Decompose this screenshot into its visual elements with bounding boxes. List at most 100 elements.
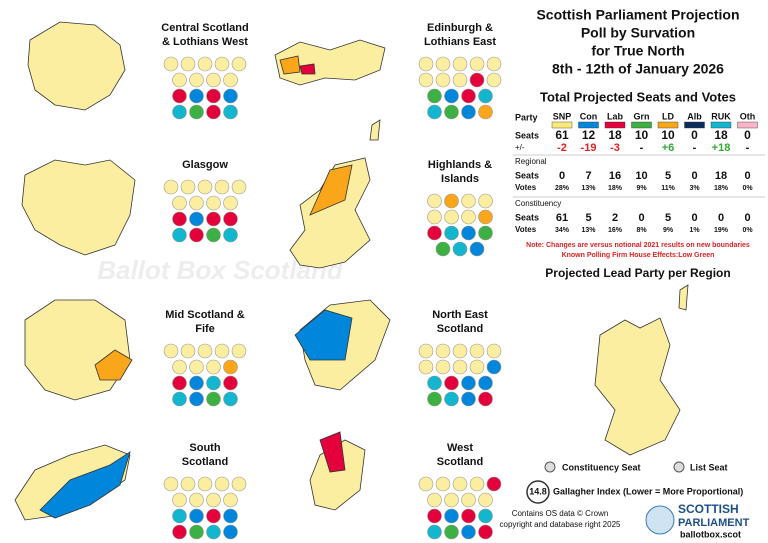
seat-dot [206, 88, 221, 104]
seat-dot [452, 56, 468, 72]
seat-dot [418, 56, 434, 72]
seat-dot [206, 211, 221, 227]
party-swatch [684, 121, 705, 129]
region-name: Scotland [437, 456, 483, 468]
party-swatch [657, 121, 679, 129]
cell: 18 [715, 170, 727, 182]
cell: 12 [582, 128, 596, 142]
row-label: Seats [515, 170, 539, 180]
seat-dot [486, 343, 502, 359]
seat-dot [206, 72, 221, 88]
seat-dot [452, 476, 468, 492]
seat-dot [452, 343, 468, 359]
cell: 9% [636, 185, 647, 192]
seat-dot [172, 524, 187, 540]
seat-dot [461, 492, 476, 508]
seat-dot [478, 104, 493, 120]
seat-dot [478, 209, 493, 225]
cell: 10 [635, 128, 649, 142]
seat-dot [452, 72, 468, 88]
seat-dot [469, 56, 485, 72]
seat-dot [461, 391, 476, 407]
seat-dot [427, 193, 442, 209]
region-name: West [447, 442, 473, 454]
seat-dot [469, 72, 485, 88]
seat-dot [486, 359, 502, 375]
cell: 0 [638, 212, 644, 224]
region-name: Central Scotland [161, 22, 248, 34]
region-name: & Lothians West [162, 36, 248, 48]
cell: 0 [559, 170, 565, 182]
cell: 13% [581, 185, 596, 192]
cell: 8% [636, 227, 647, 234]
seat-dot [223, 492, 238, 508]
cell: 2 [612, 212, 618, 224]
seat-dot [231, 343, 247, 359]
seat-dot [444, 104, 459, 120]
seat-dot [189, 391, 204, 407]
seat-dot [478, 225, 493, 241]
cell: 18% [608, 185, 623, 192]
seat-dot [180, 56, 196, 72]
seat-dot [452, 241, 468, 257]
seat-dot [486, 476, 502, 492]
map-glasgow [21, 159, 136, 256]
cell: 13% [581, 227, 596, 234]
seat-dot [206, 359, 221, 375]
seat-dot [189, 359, 204, 375]
seat-dot [435, 241, 451, 257]
table-title: Total Projected Seats and Votes [540, 89, 736, 104]
seat-dot [427, 492, 442, 508]
seat-dot [223, 227, 238, 243]
seat-dot [478, 193, 493, 209]
party-name: Lab [607, 111, 624, 121]
credit: Contains OS data © Crown [512, 509, 609, 518]
seat-dot [461, 104, 476, 120]
seat-dot [444, 209, 459, 225]
cell: 0 [744, 212, 750, 224]
seat-dot [206, 375, 221, 391]
seat-dot [206, 492, 221, 508]
seat-dot [172, 508, 187, 524]
seat-dot [172, 391, 187, 407]
seat-dot [231, 476, 247, 492]
seat-dot [418, 476, 434, 492]
seat-dot [427, 391, 442, 407]
seat-dot [180, 179, 196, 195]
cell: 11% [661, 185, 675, 192]
seat-dot [444, 492, 459, 508]
seat-dot [427, 225, 442, 241]
party-name: Oth [740, 111, 756, 121]
seat-dot [189, 375, 204, 391]
seat-dot [206, 104, 221, 120]
cell: 1% [689, 227, 700, 234]
cell: 0 [691, 128, 698, 142]
seat-dot [189, 492, 204, 508]
region-name: Mid Scotland & [165, 309, 245, 321]
cell: 19% [714, 227, 729, 234]
cell: 9% [663, 227, 674, 234]
cell: 3% [689, 185, 700, 192]
cell: 34% [555, 227, 570, 234]
seat-dot [172, 492, 187, 508]
seat-dot [427, 375, 442, 391]
seat-dot [478, 524, 493, 540]
seat-dot [461, 193, 476, 209]
map-shetland [369, 119, 381, 141]
logo-url: ballotbox.scot [680, 529, 741, 539]
seat-dot [180, 476, 196, 492]
legend-constituency: Constituency Seat [562, 462, 641, 472]
seat-dot [469, 476, 485, 492]
region-name: Scotland [182, 456, 228, 468]
seat-dot [223, 104, 238, 120]
cell: +6 [662, 142, 675, 154]
title-line: Poll by Survation [581, 25, 695, 41]
seat-dot [189, 104, 204, 120]
seat-dot [197, 476, 213, 492]
seat-dot [435, 476, 451, 492]
cell: 7 [585, 170, 591, 182]
seat-dot [206, 508, 221, 524]
